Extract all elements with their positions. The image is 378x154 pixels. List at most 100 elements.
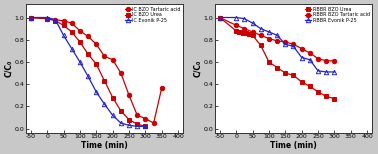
IC BZO Urea xyxy=(119,110,123,112)
IC Evonik P-25 xyxy=(127,124,131,126)
IC Evonik P-25 xyxy=(61,34,66,36)
RBBR BZO Tartaric acid xyxy=(291,43,296,45)
RBBR BZO Tartaric acid xyxy=(250,31,255,33)
IC BZO Urea xyxy=(28,17,33,18)
RBBR BZO Urea xyxy=(244,32,248,34)
Line: IC Evonik P-25: IC Evonik P-25 xyxy=(28,15,148,129)
RBBR BZO Tartaric acid xyxy=(217,17,222,18)
RBBR BZO Urea xyxy=(240,32,245,34)
IC Evonik P-25 xyxy=(28,17,33,18)
RBBR Evonik P-25 xyxy=(275,34,279,36)
RBBR BZO Tartaric acid xyxy=(242,28,246,30)
IC BZO Urea xyxy=(77,41,82,43)
IC Evonik P-25 xyxy=(119,122,123,124)
IC BZO Tartaric acid xyxy=(53,19,57,21)
IC BZO Urea xyxy=(143,126,148,127)
Line: IC BZO Urea: IC BZO Urea xyxy=(28,15,148,129)
Line: RBBR BZO Urea: RBBR BZO Urea xyxy=(217,15,337,101)
IC BZO Tartaric acid xyxy=(61,20,66,22)
RBBR Evonik P-25 xyxy=(299,57,304,58)
RBBR BZO Tartaric acid xyxy=(316,58,320,60)
RBBR Evonik P-25 xyxy=(259,28,263,30)
RBBR BZO Tartaric acid xyxy=(332,60,337,62)
IC BZO Tartaric acid xyxy=(86,35,90,37)
RBBR BZO Urea xyxy=(237,31,242,33)
RBBR BZO Urea xyxy=(234,30,239,32)
IC Evonik P-25 xyxy=(143,126,148,127)
RBBR Evonik P-25 xyxy=(332,71,337,73)
RBBR Evonik P-25 xyxy=(250,22,255,24)
IC Evonik P-25 xyxy=(45,17,50,18)
Y-axis label: C/C₀: C/C₀ xyxy=(4,60,13,77)
RBBR BZO Urea xyxy=(250,34,255,36)
IC Evonik P-25 xyxy=(86,75,90,77)
Y-axis label: C/C₀: C/C₀ xyxy=(193,60,202,77)
IC BZO Tartaric acid xyxy=(77,30,82,32)
RBBR BZO Tartaric acid xyxy=(266,38,271,40)
RBBR BZO Urea xyxy=(316,91,320,93)
RBBR Evonik P-25 xyxy=(266,31,271,33)
RBBR BZO Urea xyxy=(308,85,312,87)
IC BZO Urea xyxy=(86,53,90,55)
IC BZO Tartaric acid xyxy=(45,18,50,20)
X-axis label: Time (min): Time (min) xyxy=(270,141,317,150)
Line: RBBR Evonik P-25: RBBR Evonik P-25 xyxy=(217,15,337,74)
IC Evonik P-25 xyxy=(77,61,82,63)
IC BZO Urea xyxy=(70,31,74,33)
Legend: IC BZO Tartaric acid, IC BZO Urea, IC Evonik P-25: IC BZO Tartaric acid, IC BZO Urea, IC Ev… xyxy=(124,6,182,24)
IC BZO Tartaric acid xyxy=(127,94,131,96)
IC Evonik P-25 xyxy=(110,114,115,116)
RBBR Evonik P-25 xyxy=(217,17,222,18)
IC BZO Urea xyxy=(127,119,131,121)
RBBR BZO Tartaric acid xyxy=(283,41,288,43)
IC BZO Tartaric acid xyxy=(135,114,139,116)
RBBR BZO Urea xyxy=(283,72,288,74)
IC Evonik P-25 xyxy=(135,126,139,127)
IC BZO Tartaric acid xyxy=(110,59,115,61)
RBBR Evonik P-25 xyxy=(291,45,296,47)
RBBR BZO Urea xyxy=(217,17,222,18)
Line: RBBR BZO Tartaric acid: RBBR BZO Tartaric acid xyxy=(217,15,337,63)
IC Evonik P-25 xyxy=(102,103,107,105)
IC BZO Tartaric acid xyxy=(151,122,156,124)
RBBR Evonik P-25 xyxy=(234,17,239,18)
RBBR BZO Tartaric acid xyxy=(275,40,279,42)
IC BZO Tartaric acid xyxy=(70,22,74,24)
IC BZO Urea xyxy=(61,24,66,26)
RBBR Evonik P-25 xyxy=(242,18,246,20)
IC Evonik P-25 xyxy=(53,19,57,21)
IC BZO Urea xyxy=(110,97,115,98)
IC BZO Tartaric acid xyxy=(119,72,123,74)
IC Evonik P-25 xyxy=(94,91,99,93)
RBBR BZO Urea xyxy=(291,74,296,76)
RBBR BZO Urea xyxy=(266,61,271,63)
Legend: RBBR BZO Urea, RBBR BZO Tartaric acid, RBBR Evonik P-25: RBBR BZO Urea, RBBR BZO Tartaric acid, R… xyxy=(304,6,371,24)
IC BZO Urea xyxy=(45,18,50,20)
RBBR BZO Tartaric acid xyxy=(259,34,263,36)
RBBR Evonik P-25 xyxy=(324,71,328,73)
IC BZO Urea xyxy=(53,20,57,22)
RBBR Evonik P-25 xyxy=(283,43,288,45)
RBBR BZO Tartaric acid xyxy=(308,52,312,54)
RBBR BZO Urea xyxy=(259,44,263,46)
RBBR BZO Urea xyxy=(275,67,279,68)
IC BZO Tartaric acid xyxy=(102,55,107,57)
X-axis label: Time (min): Time (min) xyxy=(81,141,128,150)
IC BZO Urea xyxy=(94,63,99,65)
RBBR Evonik P-25 xyxy=(316,70,320,72)
RBBR BZO Urea xyxy=(324,95,328,97)
RBBR Evonik P-25 xyxy=(308,59,312,61)
RBBR BZO Tartaric acid xyxy=(324,60,328,62)
IC BZO Tartaric acid xyxy=(143,118,148,120)
IC Evonik P-25 xyxy=(70,48,74,50)
RBBR BZO Tartaric acid xyxy=(234,24,239,26)
RBBR BZO Urea xyxy=(247,33,251,35)
RBBR BZO Tartaric acid xyxy=(299,48,304,50)
IC BZO Urea xyxy=(135,123,139,125)
IC BZO Tartaric acid xyxy=(94,43,99,45)
IC BZO Tartaric acid xyxy=(160,87,164,88)
IC BZO Tartaric acid xyxy=(28,17,33,18)
Line: IC BZO Tartaric acid: IC BZO Tartaric acid xyxy=(28,15,164,125)
RBBR BZO Urea xyxy=(299,81,304,83)
IC BZO Urea xyxy=(102,80,107,82)
